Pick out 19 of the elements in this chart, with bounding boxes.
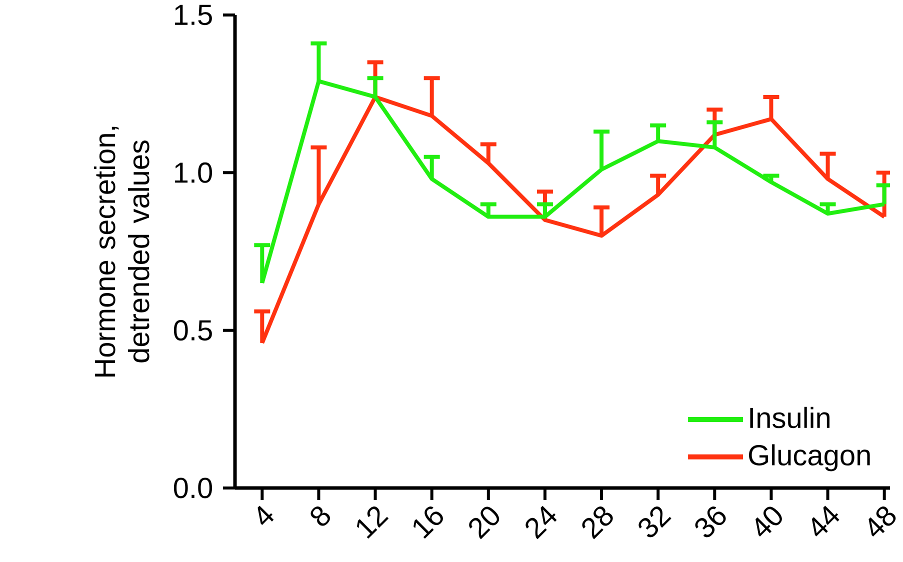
x-tick-label: 44 [812, 506, 840, 536]
x-tick-label: 4 [258, 506, 274, 525]
y-tick-label: 1.0 [175, 162, 212, 183]
x-tick-label: 12 [356, 506, 389, 539]
x-tick-label: 48 [868, 506, 896, 537]
y-tick-label: 0.0 [174, 478, 212, 498]
legend-label: Glucagon [749, 444, 870, 472]
x-tick-label: 20 [469, 506, 500, 540]
x-tick-label: 24 [526, 506, 557, 540]
y-tick-label: 0.5 [174, 320, 212, 341]
x-tick-label: 16 [414, 506, 443, 539]
x-tick-label: 40 [756, 506, 782, 537]
y-tick-label: 1.5 [175, 4, 212, 26]
legend-label: Insulin [750, 406, 830, 428]
x-tick-label: 32 [638, 506, 672, 538]
x-tick-label: 8 [310, 506, 330, 526]
x-tick-label: 36 [695, 506, 726, 538]
y-axis-title: Hormone secretion, detrended values [94, 126, 150, 376]
x-tick-label: 28 [582, 506, 613, 540]
